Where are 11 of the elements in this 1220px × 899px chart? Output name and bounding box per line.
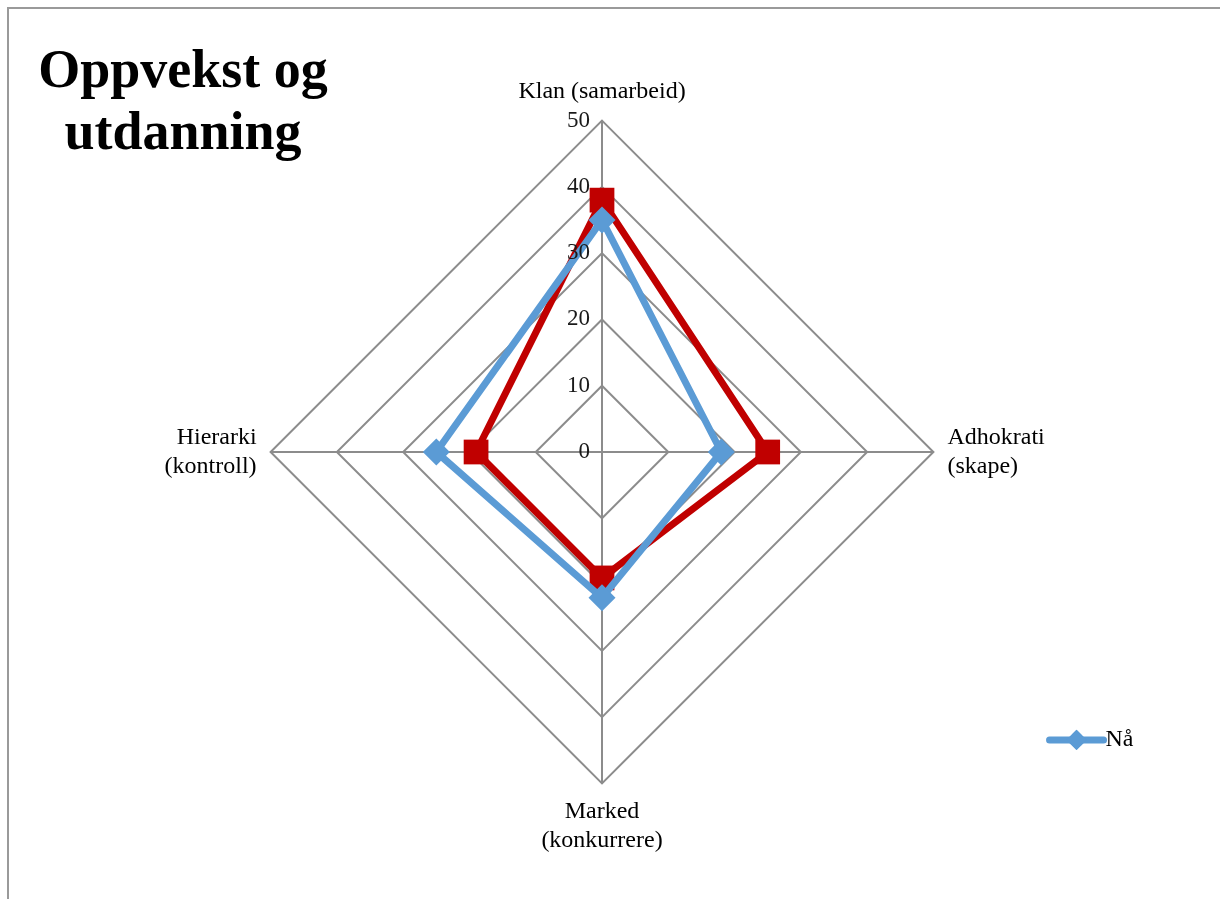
spoke-label: Marked (konkurrere) xyxy=(541,797,663,852)
spoke-label: Klan (samarbeid) xyxy=(518,77,686,104)
y-tick-label: 0 xyxy=(578,438,590,464)
y-tick-label: 40 xyxy=(567,172,590,198)
spoke-label: Adhokrati (skape) xyxy=(947,422,1046,478)
y-tick-label: 20 xyxy=(567,305,590,331)
y-tick-label: 10 xyxy=(567,371,590,397)
chart-title: Oppvekst og utdanning xyxy=(37,38,329,162)
y-tick-label: 50 xyxy=(567,106,590,132)
legend-label: Nå xyxy=(1105,725,1134,752)
spoke-label: Hierarki (kontroll) xyxy=(164,422,257,478)
